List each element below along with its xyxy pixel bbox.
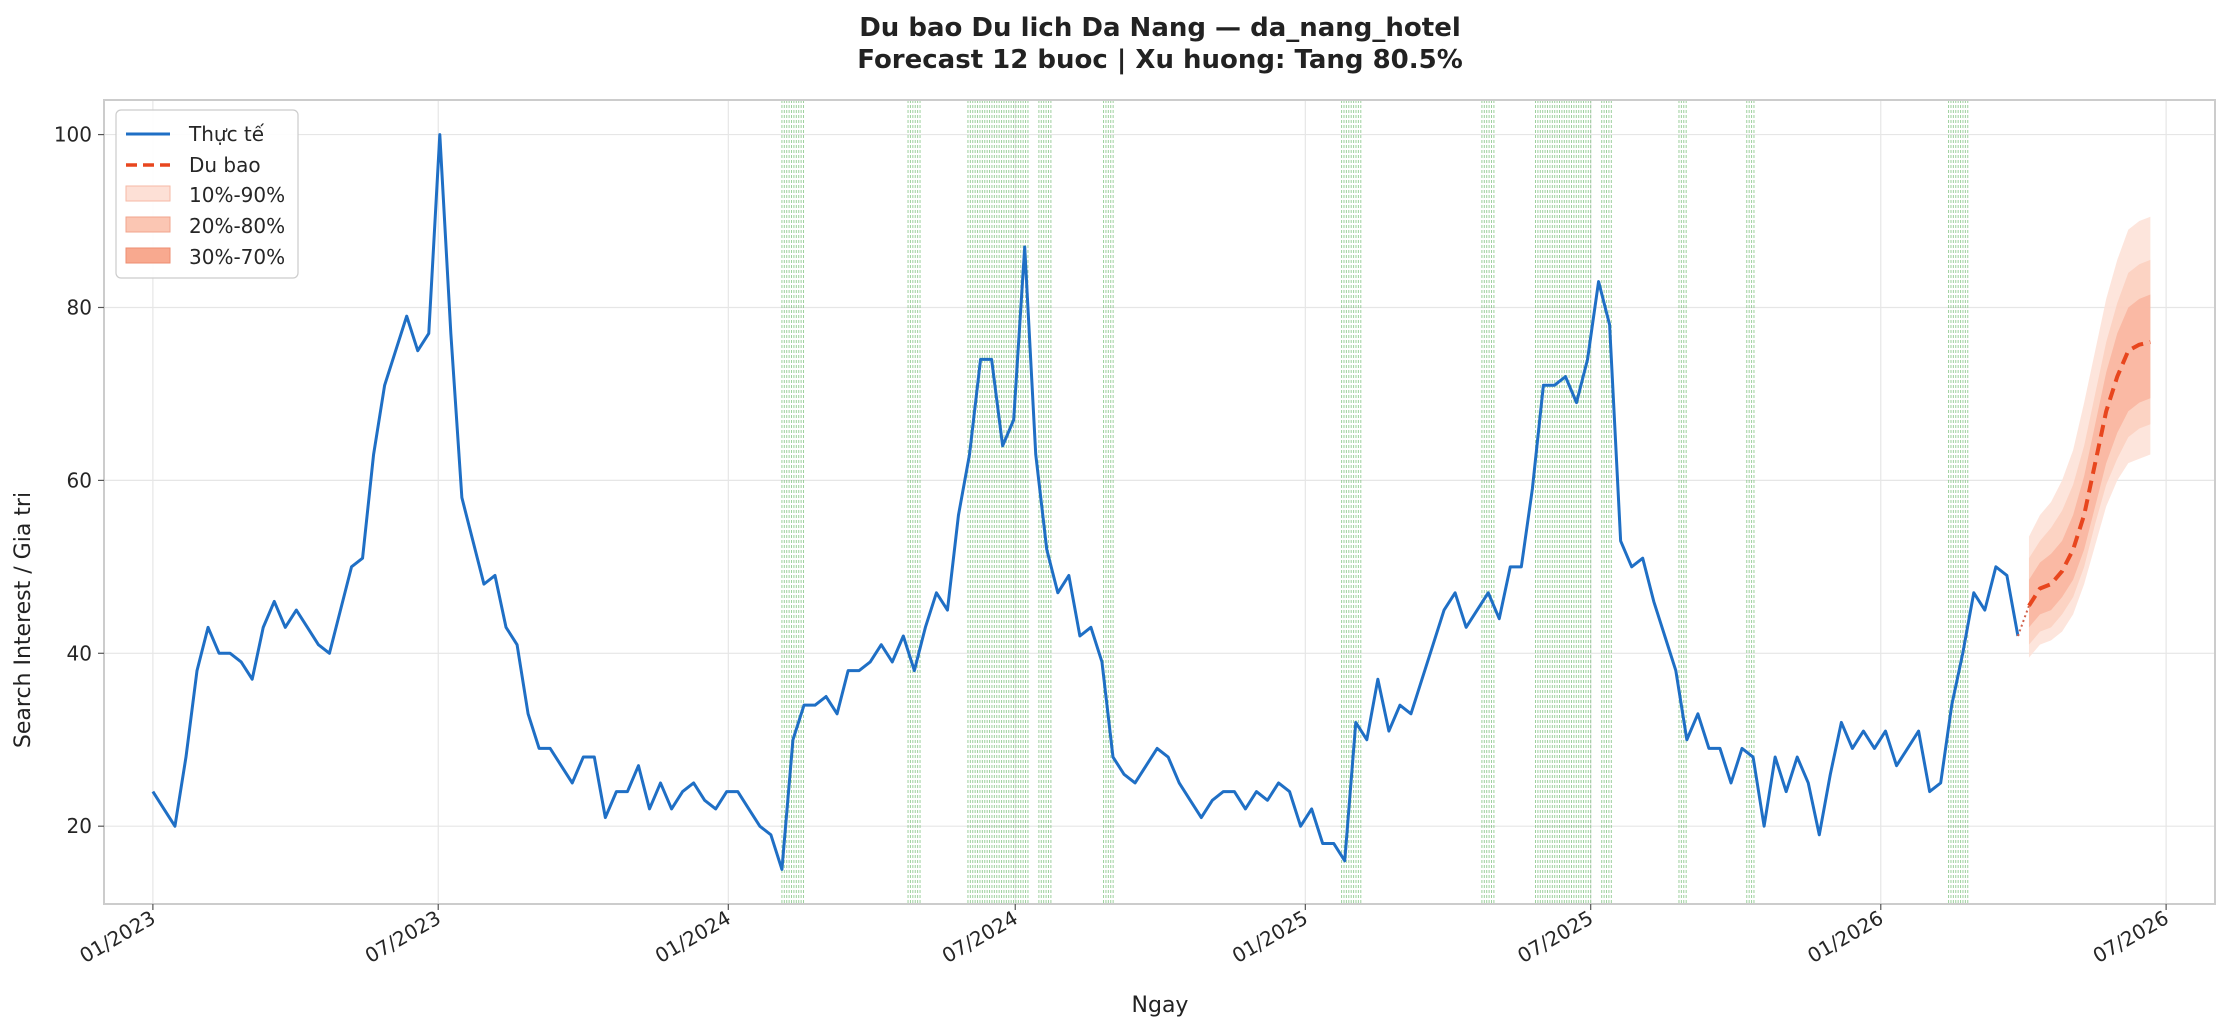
holiday-marker-group [1678,100,1687,904]
plot-frame [103,99,2216,905]
x-tick-label: 07/2025 [1513,906,1597,968]
holiday-marker-group [1341,100,1362,904]
chart-title: Du bao Du lich Da Nang — da_nang_hotel [859,13,1461,43]
x-tick-label: 01/2024 [651,906,735,968]
legend-swatch-band-30-70 [125,247,171,264]
holiday-marker-group [907,100,921,904]
forecast-connector-line [2016,605,2030,637]
legend-swatch-band-10-90 [125,185,171,202]
x-tick-label: 01/2023 [75,906,159,968]
legend-swatch-band-20-80 [125,216,171,233]
chart-subtitle: Forecast 12 buoc | Xu huong: Tang 80.5% [857,45,1463,75]
legend-frame [115,109,299,279]
x-tick-label: 01/2026 [1803,906,1887,968]
holiday-marker-group [967,100,1029,904]
forecast-series-line [2027,340,2151,607]
holiday-marker-group [1103,100,1114,904]
x-tick-label: 07/2024 [938,906,1022,968]
holiday-marker-group [1481,100,1495,904]
y-tick-label: 60 [67,468,92,492]
y-tick-label: 100 [54,123,92,147]
forecast-band-band-30-70 [2028,294,2151,628]
y-tick-label: 80 [67,295,92,319]
plot-area: 20 40 60 80 100 01/2023 07/2023 01/2024 07/2024 0… [54,99,2216,968]
y-axis-label: Search Interest / Gia tri [11,492,36,748]
actual-series-line [151,133,2020,871]
holiday-marker-group [1948,100,1969,904]
y-tick-label: 20 [67,814,92,838]
x-tick-label: 01/2025 [1228,906,1312,968]
x-axis-label: Ngay [1132,993,1189,1018]
x-tick-label: 07/2026 [2089,906,2173,968]
legend: Thực tế Du bao 10%-90% 20%-80% 30%-70% [115,109,299,279]
holiday-marker-group [1535,100,1592,904]
legend-label-band-10-90: 10%-90% [189,183,285,207]
legend-label-forecast: Du bao [189,153,261,177]
legend-label-band-20-80: 20%-80% [189,214,285,238]
legend-label-actual: Thực tế [188,122,265,146]
y-tick-label: 40 [67,641,92,665]
holiday-marker-group [1601,100,1612,904]
plot-background [104,100,2215,904]
legend-label-band-30-70: 30%-70% [189,245,285,269]
x-tick-label: 07/2023 [361,906,445,968]
